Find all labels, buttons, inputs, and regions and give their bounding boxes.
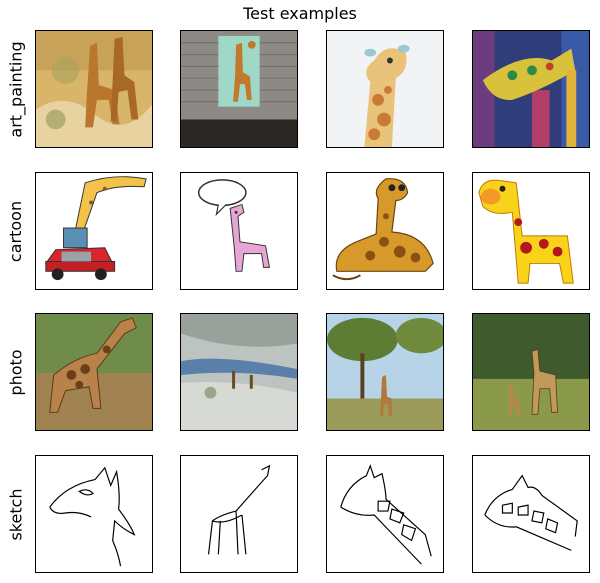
row-label-sketch: sketch — [6, 487, 26, 541]
giraffe-in-car-icon — [35, 172, 153, 290]
giraffe-photo-walking-icon — [35, 313, 153, 431]
giraffe-yellow-cartoon-icon — [472, 172, 590, 290]
giraffe-painting-icon — [35, 30, 153, 148]
giraffe-neck-sketch-icon — [326, 455, 444, 573]
giraffe-savanna-photo-icon — [326, 313, 444, 431]
giraffe-head-sketch-icon — [35, 455, 153, 573]
giraffe-speech-bubble-icon — [180, 172, 298, 290]
giraffe-full-sketch-icon — [180, 455, 298, 573]
giraffe-watercolor-icon — [326, 30, 444, 148]
giraffe-abstract-painting-icon — [472, 30, 590, 148]
giraffe-wall-poster-icon — [180, 30, 298, 148]
giraffe-spotted-sketch-icon — [472, 455, 590, 573]
row-label-cartoon: cartoon — [6, 200, 26, 262]
giraffe-lying-cartoon-icon — [326, 172, 444, 290]
row-label-photo: photo — [6, 348, 26, 396]
giraffe-forest-photo-icon — [472, 313, 590, 431]
giraffe-aerial-photo-icon — [180, 313, 298, 431]
figure-title: Test examples — [243, 4, 357, 23]
row-label-art-painting: art_painting — [6, 40, 26, 138]
